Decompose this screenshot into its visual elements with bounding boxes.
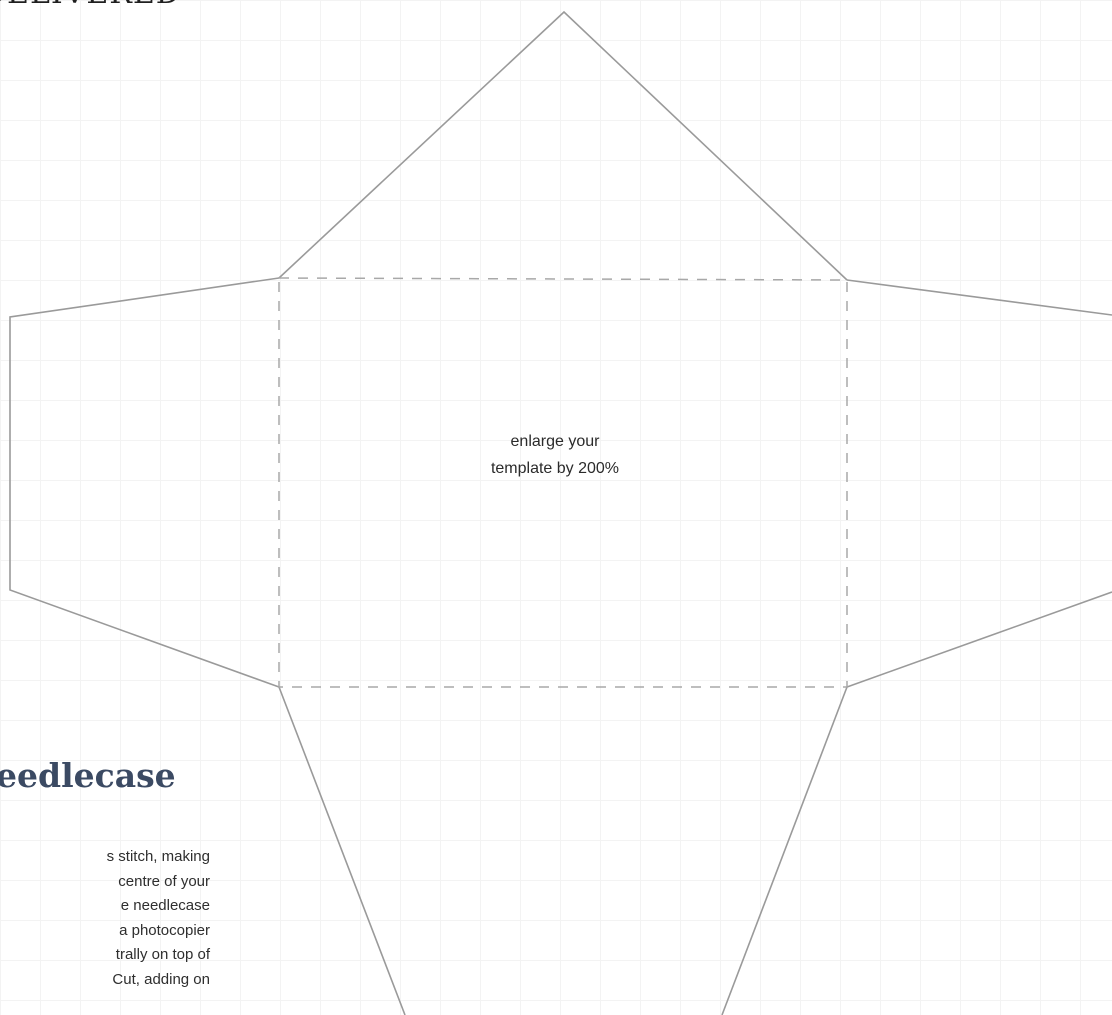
enlarge-instruction-line-1: enlarge your (510, 433, 600, 450)
instruction-line: trally on top of (115, 946, 210, 963)
bottom-flap-cut-line (278, 686, 406, 1015)
section-title: eedlecase (0, 756, 176, 795)
instruction-line: Cut, adding on (112, 970, 210, 988)
enlarge-instruction-line-2: template by 200% (490, 460, 620, 477)
instruction-line: a photocopier (119, 921, 210, 939)
right-flap-lower-cut-line (846, 591, 1112, 688)
instructions-paragraph: s stitch, making centre of your e needle… (0, 845, 210, 992)
enlarge-instruction: enlarge your template by 200% (435, 428, 675, 482)
right-flap-cut-line (846, 279, 1112, 316)
bottom-flap-right-cut-line (721, 686, 848, 1015)
center-panel-fold-line (278, 277, 848, 688)
instruction-line: e needlecase (120, 897, 210, 914)
top-flap-cut-line (278, 10, 848, 281)
instruction-line: centre of your (118, 872, 210, 890)
instruction-line: s stitch, making (106, 848, 210, 865)
page-heading: DELIVERED (0, 0, 181, 11)
left-flap-cut-line (9, 277, 280, 688)
